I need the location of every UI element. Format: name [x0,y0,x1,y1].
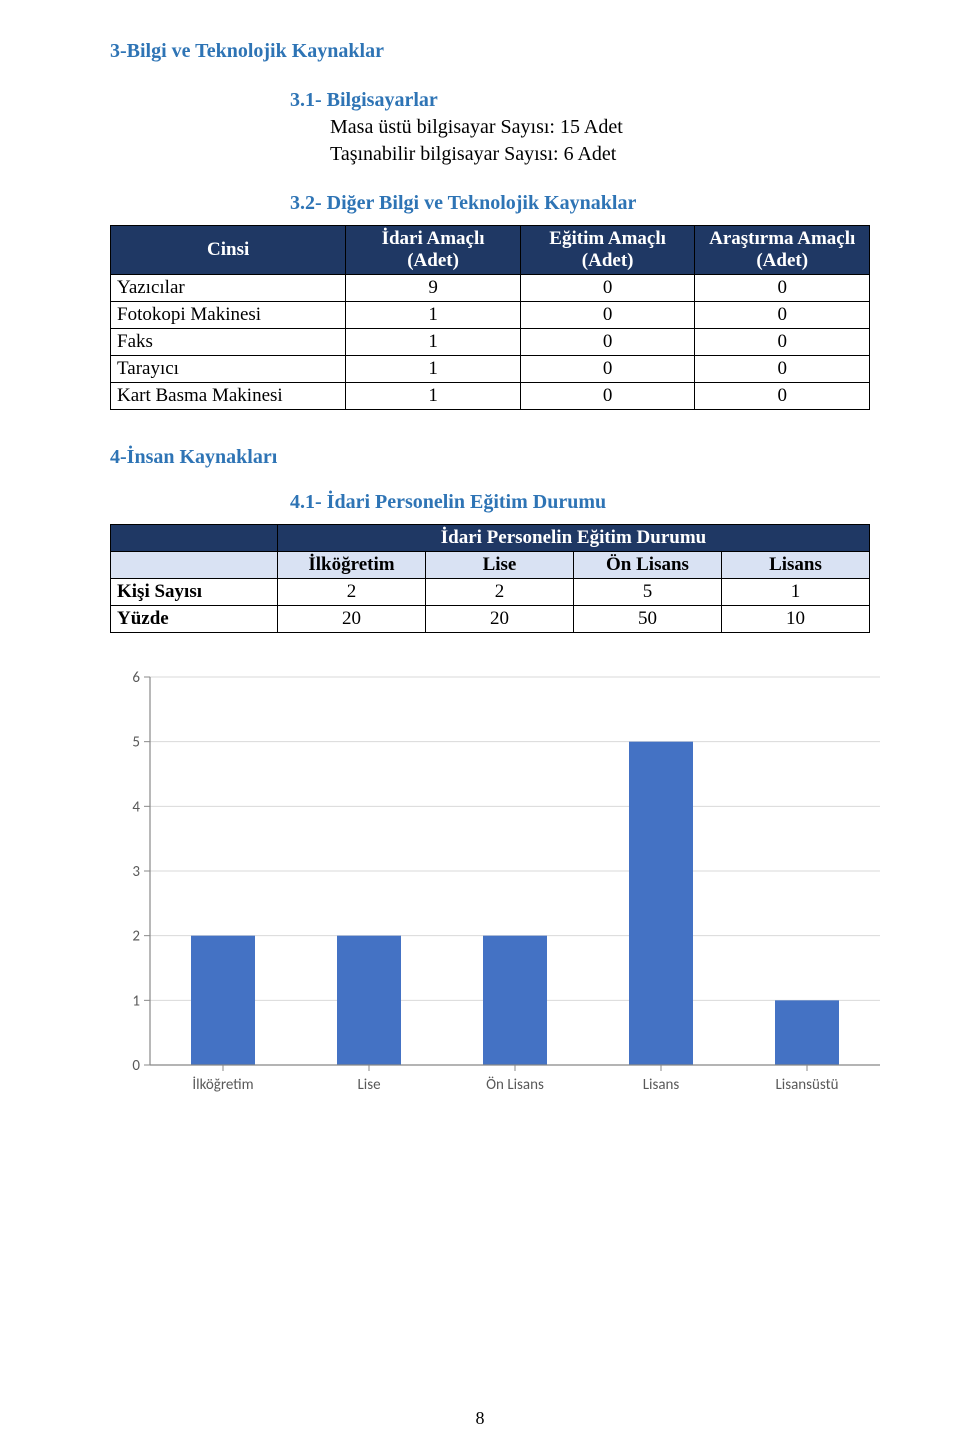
chart-x-label: İlköğretim [192,1076,253,1094]
t1-row-label: Kart Basma Makinesi [111,383,346,410]
t1-body: Yazıcılar900Fotokopi Makinesi100Faks100T… [111,275,870,410]
t1-row-label: Yazıcılar [111,275,346,302]
t2-h-blank [111,552,278,579]
chart-bar [629,742,693,1065]
t1-cell: 1 [346,329,521,356]
table-row: Fotokopi Makinesi100 [111,302,870,329]
table-row: Kişi Sayısı2251 [111,579,870,606]
t1-cell: 0 [695,329,870,356]
section1-title: 3-Bilgi ve Teknolojik Kaynaklar [110,40,870,63]
chart-x-label: Lise [357,1076,380,1094]
t1-h-c4: Araştırma Amaçlı (Adet) [695,226,870,275]
t1-h-c2: İdari Amaçlı (Adet) [346,226,521,275]
t1-cell: 0 [695,356,870,383]
chart-y-tick-label: 4 [132,798,140,816]
t1-h-c3: Eğitim Amaçlı (Adet) [520,226,695,275]
chart-y-tick-label: 2 [132,928,140,946]
t1-cell: 0 [695,275,870,302]
t1-cell: 0 [520,275,695,302]
chart-y-tick-label: 1 [132,992,140,1010]
t1-h-c1: Cinsi [111,226,346,275]
table-row: Yüzde20205010 [111,606,870,633]
sub-3-1-block: 3.1- Bilgisayarlar Masa üstü bilgisayar … [290,89,870,166]
education-bar-chart: 0 1 2 3 4 5 6 İlköğretim Lise Ön Lisans Lisans Lisa… [110,665,890,1110]
page-number: 8 [0,1408,960,1429]
t1-row-label: Tarayıcı [111,356,346,383]
t2-cell: 2 [277,579,425,606]
t1-row-label: Fotokopi Makinesi [111,302,346,329]
t2-row-label: Yüzde [111,606,278,633]
t2-title: İdari Personelin Eğitim Durumu [277,525,869,552]
chart-bar [191,936,255,1065]
chart-bar [483,936,547,1065]
t2-h-2: Ön Lisans [573,552,721,579]
sub-4-1-title: 4.1- İdari Personelin Eğitim Durumu [290,491,870,514]
t1-cell: 1 [346,356,521,383]
t1-h-c4-l1: Araştırma Amaçlı [709,228,855,249]
t1-h-c3-l1: Eğitim Amaçlı [549,228,666,249]
t2-cell: 10 [721,606,869,633]
t2-h-1: Lise [425,552,573,579]
t1-h-c2-l1: İdari Amaçlı [382,228,485,249]
line-laptop-count: Taşınabilir bilgisayar Sayısı: 6 Adet [330,143,870,166]
t1-cell: 1 [346,383,521,410]
table-row: Faks100 [111,329,870,356]
chart-x-label: Lisansüstü [775,1076,838,1094]
sub-3-2-title: 3.2- Diğer Bilgi ve Teknolojik Kaynaklar [290,192,870,215]
chart-y-tick-label: 0 [132,1057,140,1075]
t1-cell: 0 [520,302,695,329]
t1-cell: 9 [346,275,521,302]
t1-cell: 0 [520,356,695,383]
sub-3-1-title: 3.1- Bilgisayarlar [290,89,870,112]
t2-body: Kişi Sayısı2251Yüzde20205010 [111,579,870,633]
t1-cell: 1 [346,302,521,329]
education-table: İdari Personelin Eğitim Durumu İlköğreti… [110,524,870,633]
t2-h-3: Lisans [721,552,869,579]
table-row: Kart Basma Makinesi100 [111,383,870,410]
t1-cell: 0 [695,383,870,410]
t2-cell: 20 [277,606,425,633]
t2-h-0: İlköğretim [277,552,425,579]
t2-cell: 20 [425,606,573,633]
t2-title-blank [111,525,278,552]
chart-x-label: Lisans [643,1076,680,1094]
chart-y-tick-label: 5 [132,734,140,752]
t1-cell: 0 [520,329,695,356]
table-row: Tarayıcı100 [111,356,870,383]
t1-cell: 0 [520,383,695,410]
t2-cell: 2 [425,579,573,606]
table-row: Yazıcılar900 [111,275,870,302]
t2-row-label: Kişi Sayısı [111,579,278,606]
t2-cell: 5 [573,579,721,606]
chart-svg: 0 1 2 3 4 5 6 İlköğretim Lise Ön Lisans Lisans Lisa… [110,665,890,1110]
chart-bar [775,1000,839,1065]
sub-3-2-block: 3.2- Diğer Bilgi ve Teknolojik Kaynaklar [290,192,870,215]
chart-x-label: Ön Lisans [486,1076,544,1094]
t1-cell: 0 [695,302,870,329]
t2-cell: 1 [721,579,869,606]
sub-4-1-block: 4.1- İdari Personelin Eğitim Durumu [290,491,870,514]
t1-row-label: Faks [111,329,346,356]
chart-bar [337,936,401,1065]
chart-y-tick-label: 6 [132,669,140,687]
section2-title: 4-İnsan Kaynakları [110,446,870,469]
t1-h-c2-l2: (Adet) [407,250,459,271]
t2-cell: 50 [573,606,721,633]
line-desktop-count: Masa üstü bilgisayar Sayısı: 15 Adet [330,116,870,139]
t1-h-c4-l2: (Adet) [756,250,808,271]
chart-y-tick-label: 3 [132,863,140,881]
t1-h-c3-l2: (Adet) [582,250,634,271]
equipment-table: Cinsi İdari Amaçlı (Adet) Eğitim Amaçlı … [110,225,870,410]
